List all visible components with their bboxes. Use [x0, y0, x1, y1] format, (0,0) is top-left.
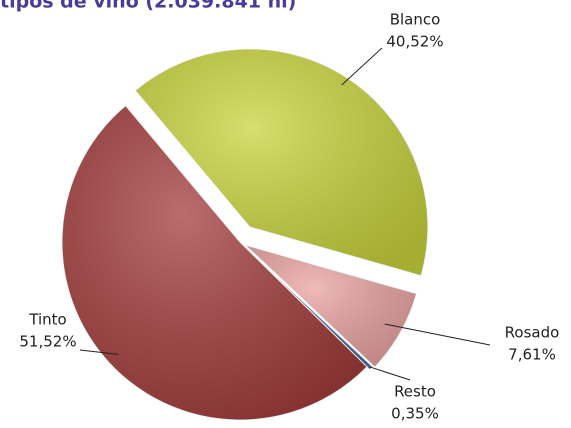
leader-line	[79, 349, 119, 355]
slice-value-label: 0,35%	[391, 405, 439, 423]
chart-title: tipos de vino (2.039.841 hl)	[0, 0, 296, 13]
slice-label: Blanco	[390, 11, 441, 29]
slice-value-label: 51,52%	[19, 333, 76, 351]
slice-value-label: 7,61%	[508, 346, 556, 364]
slice-label: Resto	[394, 383, 436, 401]
leader-line	[341, 47, 383, 86]
leader-line	[384, 323, 491, 346]
slice-label: Tinto	[28, 311, 66, 329]
slice-value-label: 40,52%	[386, 33, 443, 51]
leader-line	[369, 366, 411, 381]
slice-label: Rosado	[505, 324, 560, 342]
